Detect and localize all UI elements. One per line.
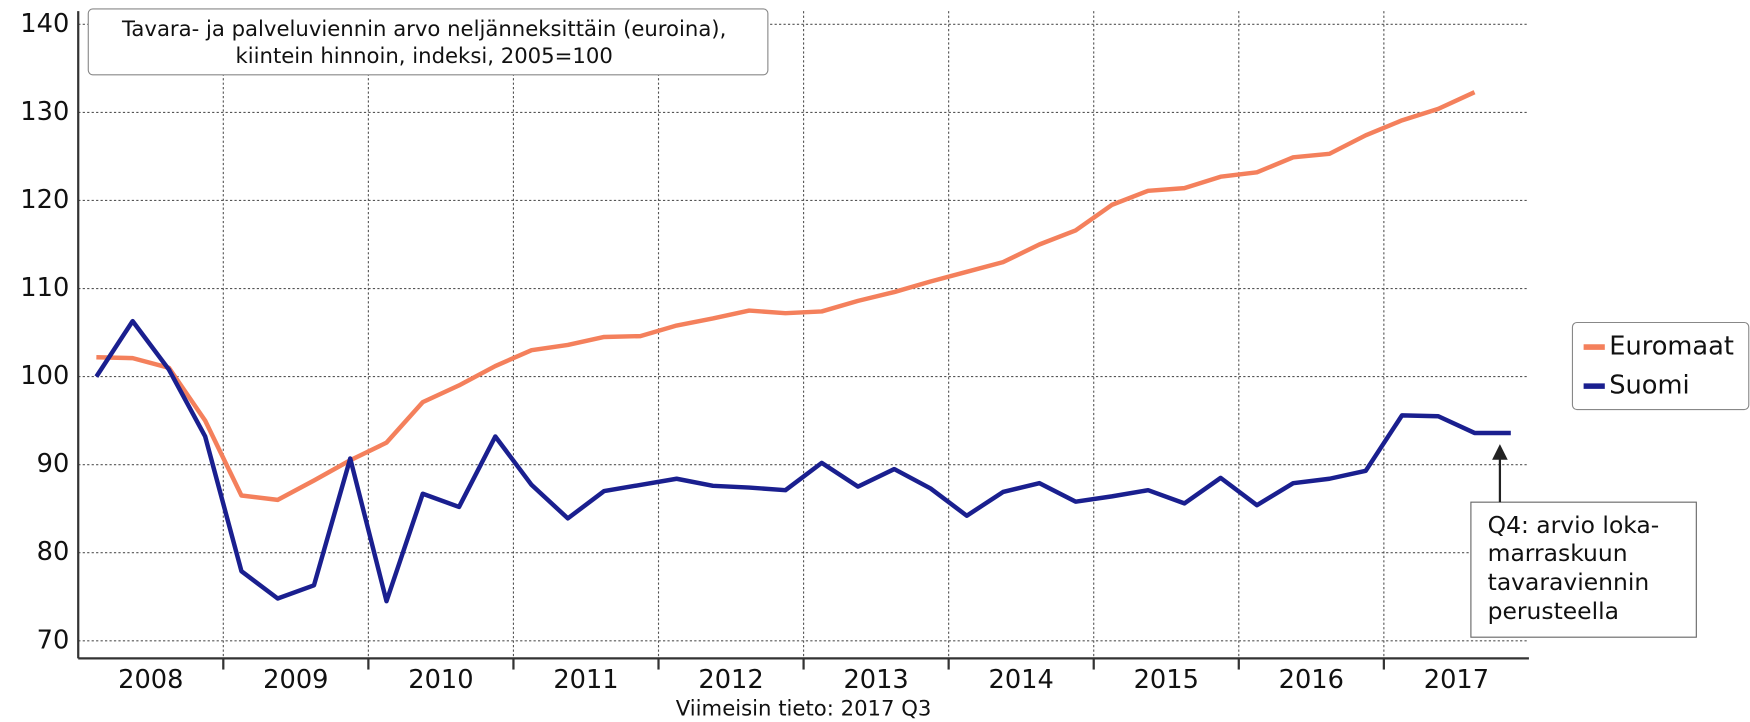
y-tick-label: 130 — [20, 97, 69, 127]
legend-box — [1571, 321, 1750, 411]
series-line — [94, 318, 1511, 604]
y-tick-label: 120 — [20, 185, 69, 215]
annotation-arrowhead — [1492, 444, 1508, 460]
series-line — [96, 90, 1476, 503]
y-tick-label: 80 — [37, 537, 70, 567]
x-tick-label: 2009 — [263, 665, 328, 695]
x-tick-label: 2014 — [989, 665, 1054, 695]
annotation: tavaraviennin — [1488, 568, 1650, 596]
x-tick-label: 2010 — [408, 665, 473, 695]
y-tick-label: 110 — [20, 273, 69, 303]
chart-title: Tavara- ja palveluviennin arvo neljännek… — [121, 16, 726, 41]
annotation: marraskuun — [1488, 539, 1628, 567]
y-tick-label: 90 — [37, 449, 70, 479]
y-tick-label: 140 — [20, 9, 69, 39]
title-box — [87, 8, 769, 76]
y-tick-label: 100 — [20, 361, 69, 391]
y-tick-label: 70 — [37, 625, 70, 655]
annotation: perusteella — [1488, 597, 1619, 625]
x-tick-label: 2017 — [1424, 665, 1489, 695]
annotation: Q4: arvio loka- — [1488, 511, 1660, 539]
plot: 70 80 90 100 110 120 130 140 2008 2009 2010 2011 201… — [20, 9, 1529, 695]
x-tick-label: 2012 — [698, 665, 763, 695]
x-tick-label: 2011 — [553, 665, 618, 695]
x-tick-label: 2016 — [1279, 665, 1344, 695]
annotation-box — [1470, 501, 1697, 638]
legend-label: Suomi — [1609, 371, 1689, 401]
x-tick-label: 2015 — [1134, 665, 1199, 695]
x-tick-label: 2008 — [118, 665, 183, 695]
chart-title: kiintein hinnoin, indeksi, 2005=100 — [235, 43, 612, 68]
x-tick-label: 2013 — [843, 665, 908, 695]
legend-label: Euromaat — [1609, 332, 1734, 362]
footnote: Viimeisin tieto: 2017 Q3 — [676, 696, 932, 721]
